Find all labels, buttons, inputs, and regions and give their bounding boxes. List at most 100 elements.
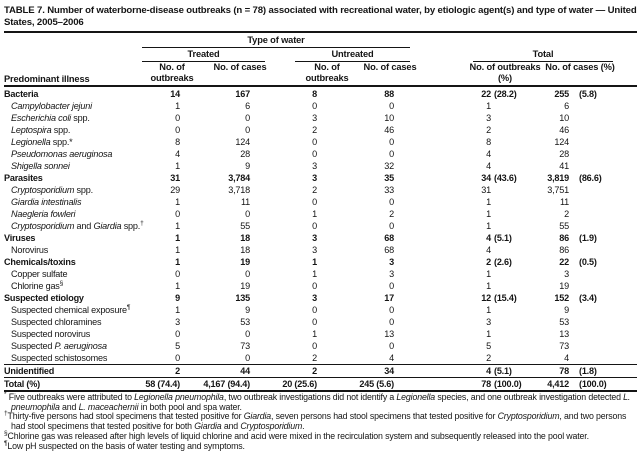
treated-cases-cell: 11 [240, 197, 250, 207]
treated-cases-cell: 9 [245, 305, 250, 315]
total-outbreaks-pct-cell [491, 100, 527, 112]
footnote: * Five outbreaks were attributed to Legi… [4, 391, 631, 412]
footnote-marker: * [4, 391, 7, 399]
total-cases-cell: 6 [564, 101, 569, 111]
untreated-outbreaks-cell: 2 [312, 125, 317, 135]
untreated-cases-cell: 0 [389, 149, 394, 159]
row-label-cell: Suspected chemical exposure¶ [11, 303, 131, 315]
header-divider [4, 85, 637, 87]
untreated-outbreaks-cell: 3 [312, 233, 317, 243]
table-row: Bacteria 14 167 8 88 22 (28.2) 255 (5.8) [4, 88, 637, 100]
treated-cases-cell: 0 [245, 209, 250, 219]
table-row: Leptospira spp. 0 0 2 46 2 46 [4, 124, 637, 136]
total-cases-pct-cell [569, 160, 637, 172]
treated-cases-cell: 18 [240, 233, 250, 243]
untreated-outbreaks-cell: 0 [312, 197, 317, 207]
untreated-outbreaks-cell: 0 [312, 149, 317, 159]
total-cases-pct-cell: (86.6) [579, 173, 602, 183]
untreated-cases-cell: 13 [384, 329, 394, 339]
treated-outbreaks-cell: 2 [144, 364, 180, 378]
row-label-cell: Unidentified [4, 364, 144, 378]
table-row: Escherichia coli spp. 0 0 3 10 3 10 [4, 112, 637, 124]
column-spanner-type-of-water: Type of water [247, 35, 305, 45]
untreated-outbreaks-cell: 20 (25.6) [250, 377, 317, 392]
total-cases-cell: 10 [559, 113, 569, 123]
column-header-untreated-cases: No. of cases [363, 62, 417, 72]
total-outbreaks-pct-cell: (28.2) [494, 89, 517, 99]
total-cases-pct-cell [569, 244, 637, 256]
untreated-cases-cell: 0 [389, 137, 394, 147]
outbreaks-table: Bacteria 14 167 8 88 22 (28.2) 255 (5.8) Campylob… [4, 88, 637, 392]
untreated-cases-cell: 68 [384, 233, 394, 243]
total-outbreaks-pct-cell [491, 268, 527, 280]
treated-cases-cell: 0 [245, 113, 250, 123]
total-cases-cell: 86 [559, 245, 569, 255]
untreated-cases-cell: 3 [389, 257, 394, 267]
total-outbreaks-cell: 3 [486, 113, 491, 123]
total-cases-pct-cell: (3.4) [579, 293, 597, 303]
row-label-cell: Chemicals/toxins [4, 257, 76, 267]
table-row: Shigella sonnei 1 9 3 32 4 41 [4, 160, 637, 172]
untreated-outbreaks-cell: 0 [312, 317, 317, 327]
row-label-cell: Norovirus [11, 245, 49, 255]
row-label-cell: Suspected etiology [4, 293, 84, 303]
total-outbreaks-pct-cell [491, 124, 527, 136]
table-row: Parasites 31 3,784 3 35 34 (43.6) 3,819 (86.6) [4, 172, 637, 184]
untreated-outbreaks-cell: 1 [312, 269, 317, 279]
untreated-cases-cell: 0 [389, 101, 394, 111]
total-cases-pct-cell [569, 136, 637, 148]
total-cases-cell: 124 [554, 137, 569, 147]
total-cases-cell: 3,751 [547, 185, 569, 195]
untreated-outbreaks-cell: 2 [312, 185, 317, 195]
total-cases-cell: 3,819 [547, 173, 569, 183]
untreated-outbreaks-cell: 3 [312, 173, 317, 183]
table-row: Suspected chloramines 3 53 0 0 3 53 [4, 316, 637, 328]
row-label-cell: Cryptosporidium and Giardia spp.† [11, 219, 144, 231]
untreated-cases-cell: 4 [389, 353, 394, 363]
total-cases-pct-cell [569, 100, 637, 112]
untreated-cases-cell: 0 [389, 197, 394, 207]
row-label-cell: Leptospira spp. [11, 125, 71, 135]
untreated-outbreaks-cell: 3 [312, 293, 317, 303]
row-label-cell: Campylobacter jejuni [11, 101, 92, 111]
row-label-cell: Suspected chloramines [11, 317, 102, 327]
treated-cases-cell: 55 [240, 221, 250, 231]
table-row: Pseudomonas aeruginosa 4 28 0 0 4 28 [4, 148, 637, 160]
treated-outbreaks-cell: 1 [175, 233, 180, 243]
untreated-cases-cell: 17 [384, 293, 394, 303]
total-outbreaks-cell: 4 [486, 161, 491, 171]
treated-outbreaks-cell: 9 [175, 293, 180, 303]
untreated-outbreaks-cell: 3 [312, 113, 317, 123]
total-cases-pct-cell [569, 208, 637, 220]
treated-divider [142, 61, 265, 62]
total-outbreaks-pct-cell [491, 160, 527, 172]
column-header-treated-cases: No. of cases [213, 62, 267, 72]
total-outbreaks-cell: 1 [486, 305, 491, 315]
total-outbreaks-cell: 78 [394, 377, 491, 392]
untreated-cases-cell: 34 [317, 364, 394, 378]
row-label-cell: Shigella sonnei [11, 161, 70, 171]
treated-outbreaks-cell: 1 [175, 101, 180, 111]
treated-cases-cell: 0 [245, 125, 250, 135]
total-cases-pct-cell: (0.5) [579, 257, 597, 267]
table-row: Legionella spp.* 8 124 0 0 8 124 [4, 136, 637, 148]
untreated-outbreaks-cell: 0 [312, 281, 317, 291]
row-label-cell: Escherichia coli spp. [11, 113, 90, 123]
total-outbreaks-pct-cell [491, 340, 527, 352]
total-cases-cell: 22 [559, 257, 569, 267]
treated-cases-cell: 6 [245, 101, 250, 111]
total-cases-pct-cell [569, 304, 637, 316]
treated-cases-cell: 18 [240, 245, 250, 255]
treated-outbreaks-cell: 3 [175, 317, 180, 327]
total-outbreaks-cell: 2 [486, 353, 491, 363]
untreated-cases-cell: 0 [389, 317, 394, 327]
footnote: †Thirty-five persons had stool specimens… [4, 410, 627, 432]
untreated-outbreaks-cell: 3 [312, 245, 317, 255]
table-row: Copper sulfate 0 0 1 3 1 3 [4, 268, 637, 280]
row-label-cell: Naegleria fowleri [11, 209, 76, 219]
column-header-predominant-illness: Predominant illness [4, 74, 90, 84]
untreated-cases-cell: 3 [389, 269, 394, 279]
footnote-marker: § [4, 429, 8, 437]
total-cases-cell: 4,412 [527, 377, 569, 392]
treated-outbreaks-cell: 1 [175, 197, 180, 207]
